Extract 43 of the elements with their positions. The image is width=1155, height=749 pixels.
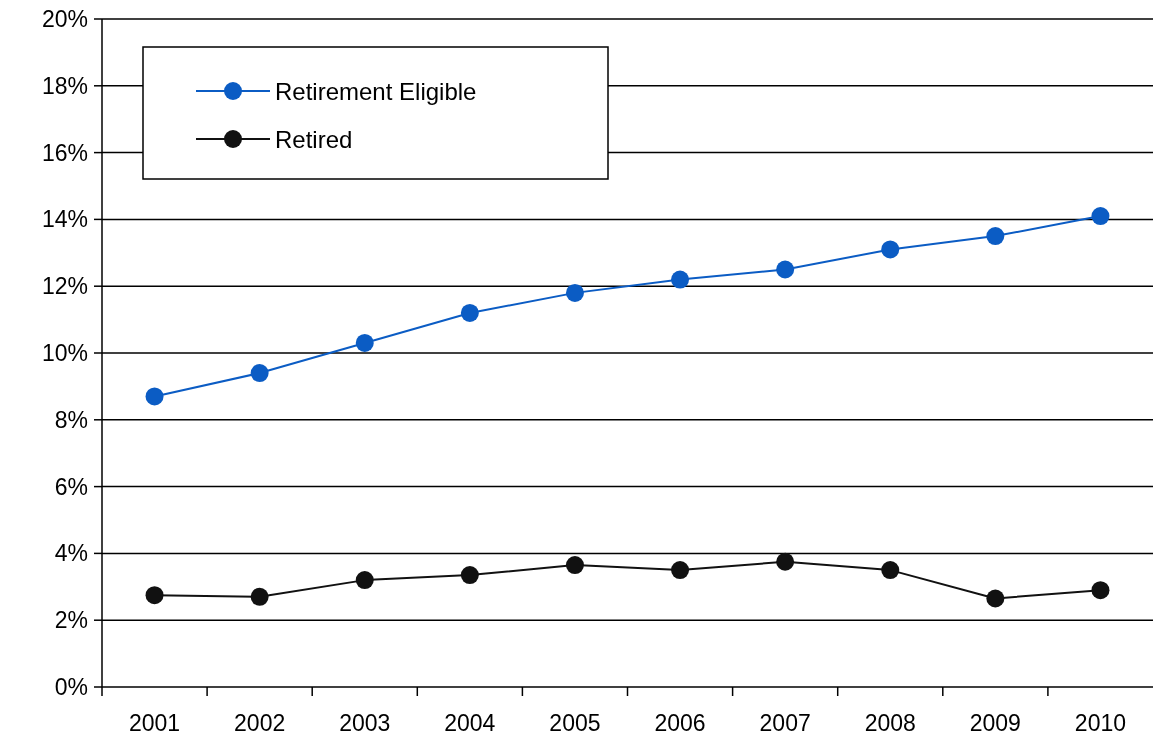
point (460, 566, 479, 585)
x-tick-label: 2008 (864, 710, 916, 736)
point (355, 333, 374, 352)
point (986, 589, 1005, 608)
point (460, 303, 479, 322)
y-tick-label: 6% (54, 473, 88, 500)
point (776, 552, 795, 571)
point (355, 571, 374, 590)
x-tick-label: 2005 (549, 710, 601, 736)
y-tick-label: 14% (41, 206, 88, 233)
legend-label: Retired (275, 125, 353, 153)
point (881, 561, 900, 580)
x-tick-label: 2002 (234, 710, 286, 736)
point (671, 270, 690, 289)
point (250, 364, 269, 383)
y-tick-label: 2% (54, 607, 88, 634)
point (250, 587, 269, 606)
legend-label: Retirement Eligible (275, 77, 477, 105)
y-tick-label: 16% (41, 139, 88, 166)
point (145, 387, 164, 406)
x-tick-label: 2001 (128, 710, 181, 736)
point (565, 556, 584, 575)
y-tick-label: 8% (54, 406, 88, 433)
y-tick-label: 18% (41, 72, 88, 99)
point (1091, 581, 1110, 600)
point (881, 240, 900, 259)
point (986, 227, 1005, 246)
x-tick-label: 2010 (1074, 710, 1127, 736)
x-tick-label: 2007 (759, 710, 811, 736)
x-tick-label: 2006 (654, 710, 706, 736)
point (776, 260, 795, 279)
x-tick-label: 2009 (969, 710, 1021, 736)
point (671, 561, 690, 580)
x-tick-label: 2004 (444, 710, 496, 736)
y-tick-label: 10% (41, 340, 88, 366)
y-tick-label: 20% (41, 6, 88, 32)
x-tick-label: 2003 (339, 710, 391, 736)
y-tick-label: 12% (41, 273, 88, 300)
point (1091, 207, 1110, 226)
point (145, 586, 164, 605)
point (565, 283, 584, 302)
y-tick-label: 0% (54, 674, 88, 700)
y-tick-label: 4% (54, 540, 88, 567)
